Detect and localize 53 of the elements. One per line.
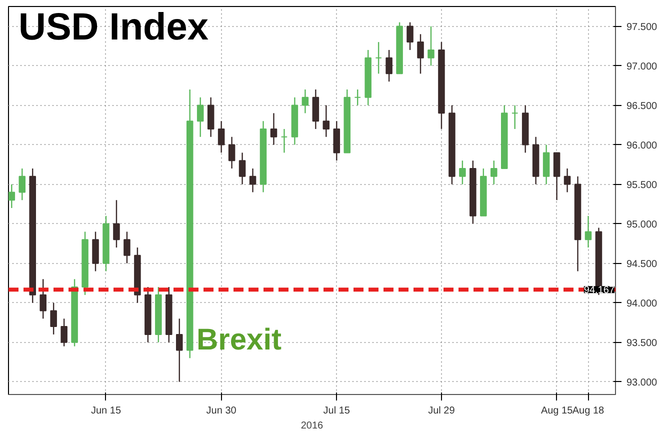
y-tick-label: 96.000 (626, 140, 658, 152)
y-tick-label: 95.500 (626, 180, 658, 191)
y-tick-label: 95.000 (626, 219, 658, 230)
x-tick-label: Aug 15 (540, 406, 574, 416)
candlestick (417, 34, 424, 74)
candlestick (280, 128, 288, 154)
candlestick (302, 88, 309, 114)
candlestick (196, 96, 204, 138)
y-tick-label: 96.500 (626, 100, 658, 112)
candlestick (564, 168, 571, 193)
y-tick-label: 97.000 (626, 61, 658, 72)
candlestick (92, 231, 99, 272)
y-tick-label: 93.500 (626, 338, 658, 349)
candlestick (459, 160, 466, 185)
chart-title: USD Index (18, 6, 209, 48)
y-tick-label: 94.500 (626, 258, 658, 270)
candlestick (270, 112, 278, 146)
candlestick (113, 200, 120, 248)
candlestick (542, 144, 550, 185)
candlestick (218, 120, 225, 154)
candlestick (249, 168, 256, 193)
annotation: Brexit (196, 324, 282, 356)
candlestick (60, 318, 68, 347)
candlestick (124, 231, 130, 264)
x-tick-label: Jul 29 (428, 406, 456, 416)
candlestick (228, 136, 236, 170)
candlestick (322, 104, 330, 138)
x-tick-label: Jun 30 (206, 406, 237, 416)
x-tick-label: Jul 15 (323, 406, 350, 416)
candlestick (207, 96, 214, 138)
candlestick (428, 26, 434, 66)
candlestick (238, 152, 246, 185)
candlestick (176, 318, 183, 382)
candlestick (18, 168, 26, 201)
candlestick (386, 49, 392, 82)
candlestick (511, 104, 518, 130)
candlestick (50, 302, 57, 336)
candlestick (406, 22, 414, 51)
x-tick-label: Aug 18 (572, 406, 605, 416)
candlestick (333, 120, 340, 162)
y-tick-label: 94.000 (626, 298, 658, 310)
x-tick-label: Jun 15 (90, 406, 122, 416)
candlestick (375, 41, 382, 74)
candlestick (40, 278, 46, 320)
y-tick-label: 93.000 (626, 377, 658, 388)
candlestick (8, 184, 16, 209)
x-axis-title: 2016 (300, 420, 324, 431)
candlestick (490, 160, 498, 185)
y-tick-label: 97.500 (626, 22, 658, 33)
candlestick (312, 88, 320, 130)
candlestick (553, 152, 560, 201)
candlestick (354, 88, 361, 106)
candlestick (584, 215, 592, 248)
